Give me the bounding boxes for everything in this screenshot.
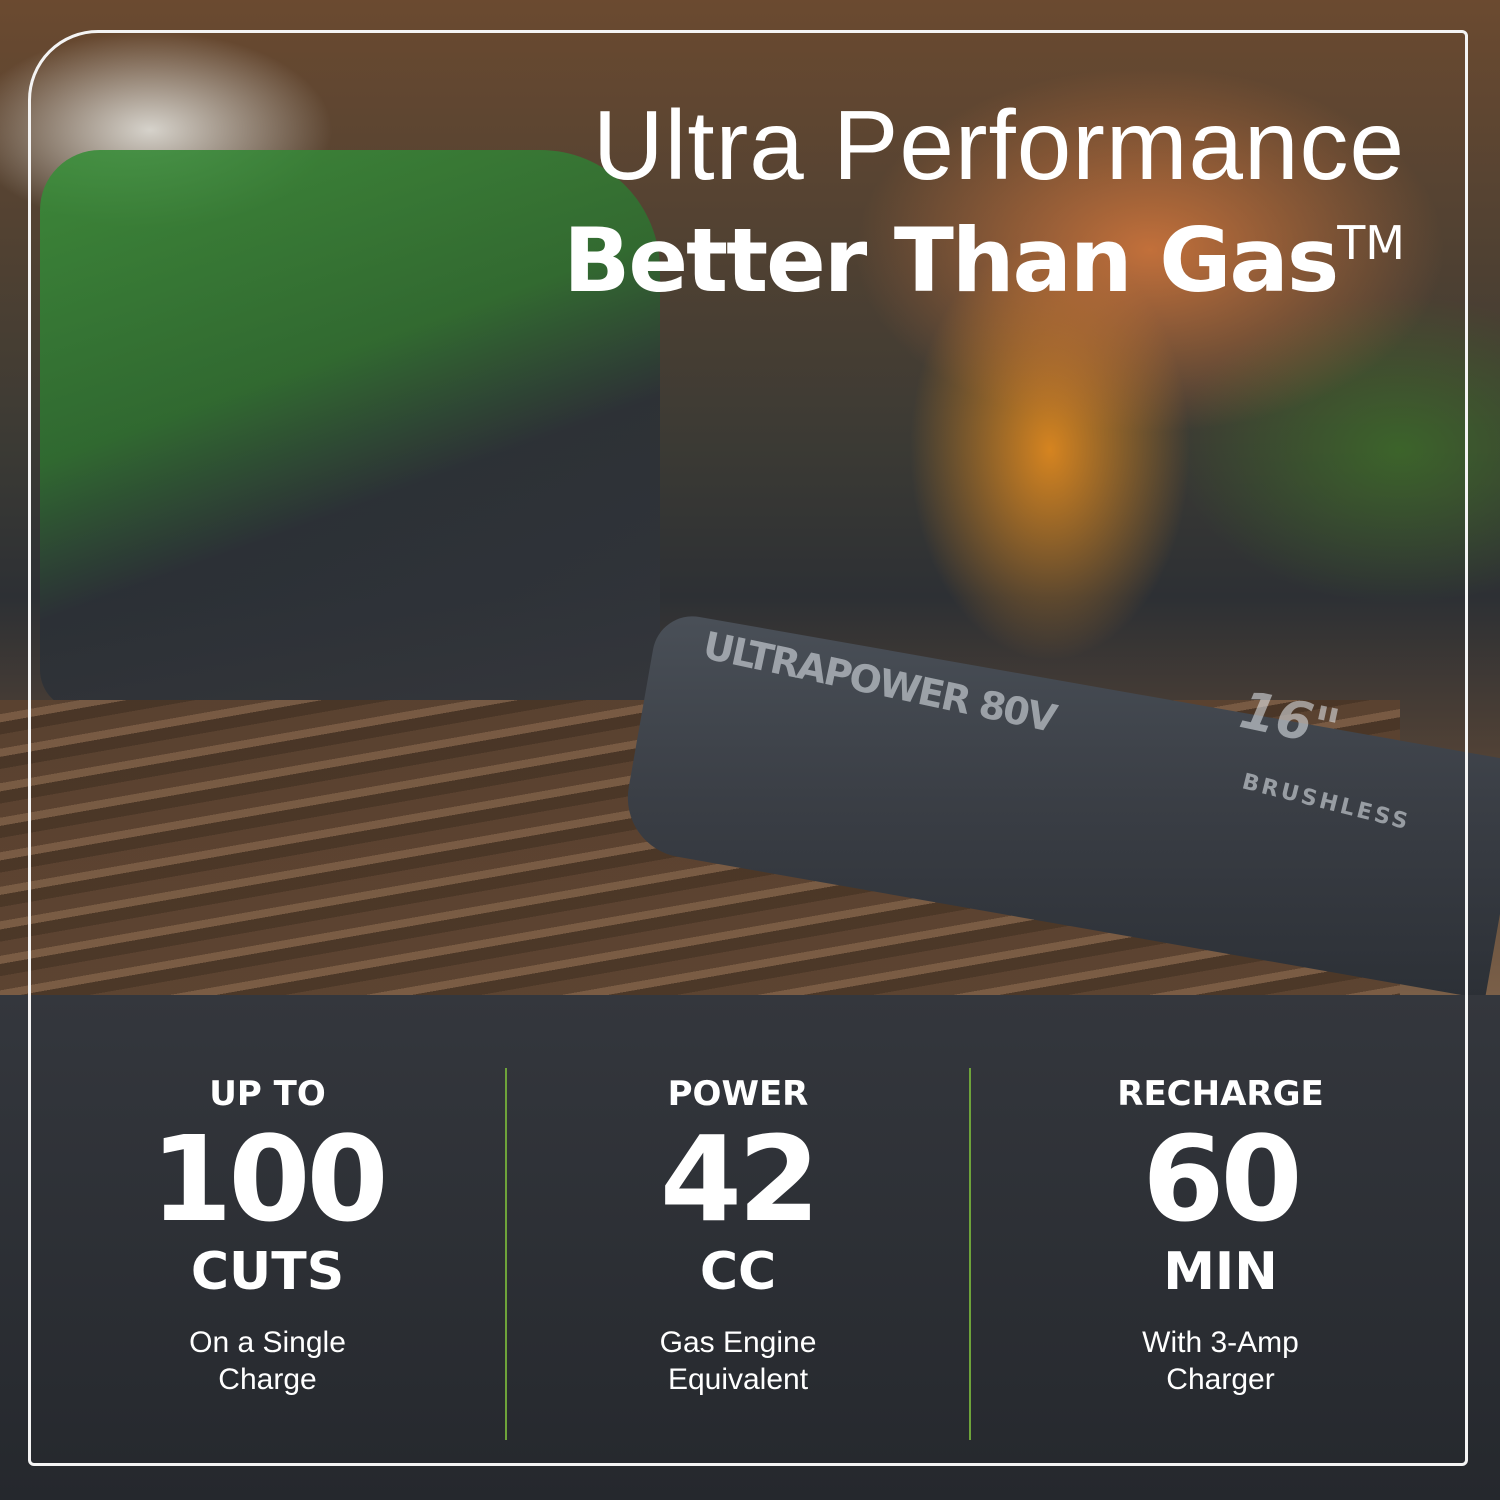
stat-description: With 3-Amp Charger bbox=[1142, 1326, 1299, 1396]
stat-description: On a Single Charge bbox=[189, 1326, 346, 1396]
trademark: TM bbox=[1337, 216, 1405, 270]
headline-line1: Ultra Performance bbox=[592, 90, 1405, 200]
stats-panel bbox=[0, 995, 1500, 1500]
stat-pre: POWER bbox=[667, 1074, 809, 1114]
chainsaw-photo: ULTRAPOWER 80V 16" BRUSHLESS bbox=[0, 0, 1500, 995]
stat-pre: UP TO bbox=[209, 1074, 326, 1114]
stat-cuts: UP TO 100 CUTS On a Single Charge bbox=[30, 1068, 505, 1440]
stat-unit: CUTS bbox=[190, 1242, 345, 1302]
white-frame bbox=[28, 30, 1468, 1466]
headline-line2-text: Better Than Gas bbox=[563, 209, 1339, 312]
stat-unit: CC bbox=[699, 1242, 777, 1302]
stat-description: Gas Engine Equivalent bbox=[659, 1326, 817, 1396]
stat-value: 60 bbox=[1142, 1110, 1302, 1248]
stat-pre: RECHARGE bbox=[1117, 1074, 1324, 1114]
headline-line2: Better Than GasTM bbox=[563, 195, 1405, 309]
chainsaw-body bbox=[40, 150, 660, 710]
divider bbox=[969, 1068, 971, 1440]
stat-value: 100 bbox=[150, 1110, 388, 1248]
stat-unit: MIN bbox=[1163, 1242, 1278, 1302]
stat-recharge: RECHARGE 60 MIN With 3-Amp Charger bbox=[971, 1068, 1470, 1440]
stats-row: UP TO 100 CUTS On a Single Charge POWER … bbox=[30, 1068, 1470, 1440]
stat-value: 42 bbox=[659, 1110, 820, 1248]
divider bbox=[505, 1068, 507, 1440]
headline: Ultra Performance Better Than GasTM bbox=[563, 95, 1405, 309]
stat-power: POWER 42 CC Gas Engine Equivalent bbox=[507, 1068, 969, 1440]
